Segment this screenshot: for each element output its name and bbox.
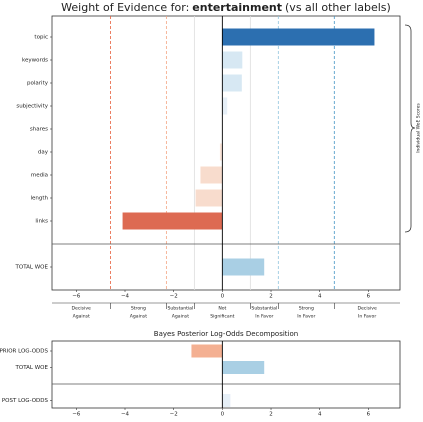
x-tick-label: −2: [170, 412, 178, 418]
y-tick-label: subjectivity: [16, 104, 48, 110]
brace-label: Individual WoE Scores: [416, 103, 422, 153]
x-tick-label: 2: [269, 412, 273, 418]
bar: [200, 166, 223, 184]
bar: [222, 258, 265, 276]
bar: [222, 97, 228, 115]
y-tick-label: keywords: [22, 58, 48, 64]
x-tick-label: 0: [221, 294, 225, 300]
bar: [122, 212, 223, 230]
x-tick-label: −4: [121, 294, 130, 300]
band-label: Strong: [131, 306, 146, 312]
y-tick-label: length: [30, 196, 48, 202]
plot-frame: [51, 15, 401, 291]
bar: [219, 143, 223, 161]
chart-title: Bayes Posterior Log-Odds Decomposition: [154, 330, 298, 338]
band-label: Against: [73, 314, 90, 320]
y-tick-label: day: [38, 150, 49, 156]
title-suffix: (vs all other labels): [285, 1, 391, 14]
brace: [404, 24, 416, 233]
band-label: Decisive: [72, 306, 92, 312]
y-tick-label: links: [35, 219, 48, 225]
band-label: Against: [130, 314, 147, 320]
band-label: Substantial: [167, 306, 193, 312]
band-label: Decisive: [357, 306, 377, 312]
y-tick-label: polarity: [27, 81, 49, 87]
bar: [222, 394, 231, 407]
band-label: Not: [218, 306, 226, 312]
chart-title: Weight of Evidence for: entertainment (vs …: [61, 1, 391, 14]
bar: [222, 28, 375, 46]
x-tick-label: 6: [367, 294, 371, 300]
x-tick-label: 4: [318, 412, 322, 418]
plot-frame: [51, 340, 401, 409]
band-label: Substantial: [251, 306, 277, 312]
y-tick-label: TOTAL WOE: [15, 265, 49, 271]
x-tick-label: 0: [221, 412, 225, 418]
y-tick-label: shares: [30, 127, 48, 133]
band-label: Significant: [210, 314, 234, 320]
band-label: In Favor: [297, 314, 315, 320]
band-label: Against: [172, 314, 189, 320]
band-label: In Favor: [358, 314, 376, 320]
bar: [195, 189, 223, 207]
y-tick-label: topic: [34, 35, 48, 41]
title-label: entertainment: [192, 1, 282, 14]
title-prefix: Weight of Evidence for:: [61, 1, 189, 14]
x-tick-label: −6: [72, 294, 81, 300]
y-tick-label: POST LOG-ODDS: [2, 398, 49, 404]
y-tick-label: TOTAL WOE: [15, 365, 49, 371]
x-tick-label: −2: [170, 294, 178, 300]
bar: [191, 344, 223, 358]
band-label: In Favor: [255, 314, 273, 320]
bar: [222, 361, 265, 374]
bar: [222, 74, 242, 92]
y-tick-label: PRIOR LOG-ODDS: [0, 349, 49, 355]
x-tick-label: 4: [318, 294, 322, 300]
band-label: Strong: [299, 306, 314, 312]
x-tick-label: −4: [121, 412, 130, 418]
x-tick-label: −6: [72, 412, 81, 418]
bar: [222, 51, 243, 69]
x-tick-label: 6: [367, 412, 371, 418]
y-tick-label: media: [31, 173, 48, 179]
x-tick-label: 2: [269, 294, 273, 300]
